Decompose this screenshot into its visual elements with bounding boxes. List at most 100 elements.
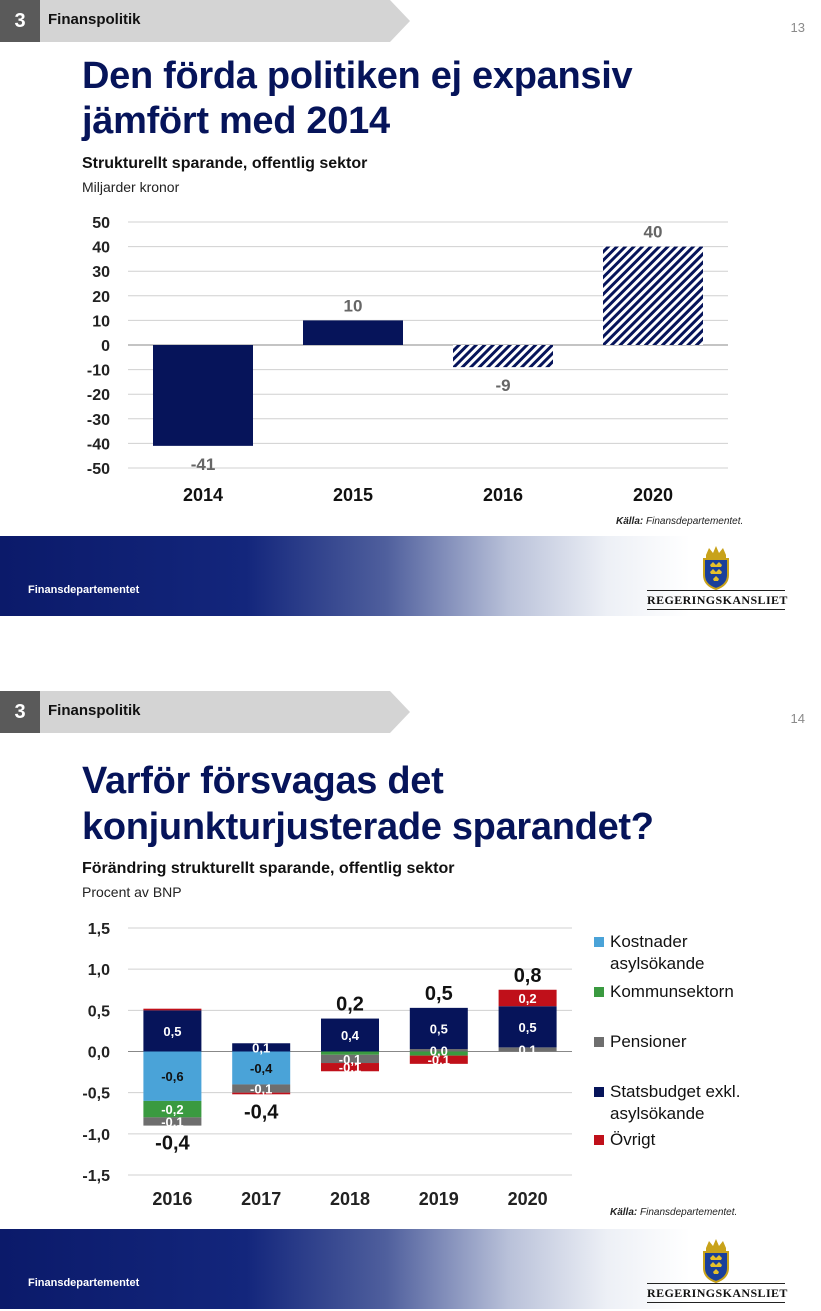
source-note: Källa: Finansdepartementet. bbox=[616, 516, 743, 527]
y-tick-label: -20 bbox=[87, 387, 110, 404]
chart-title: Förändring strukturellt sparande, offent… bbox=[82, 860, 455, 877]
source-note: Källa: Finansdepartementet. bbox=[610, 1207, 737, 1218]
y-tick-label: -40 bbox=[87, 436, 110, 453]
stacked-bar-chart-saving-change: 1,51,00,50,0-0,5-1,0-1,5-0,6-0,2-0,10,5-… bbox=[82, 921, 572, 1209]
section-label: Finanspolitik bbox=[48, 702, 141, 719]
section-number: 3 bbox=[0, 0, 40, 42]
y-tick-label: 20 bbox=[92, 289, 110, 306]
section-header-arrow bbox=[40, 0, 410, 42]
slide-title-line-1: Den förda politiken ej expansiv bbox=[82, 55, 633, 97]
total-label: 0,8 bbox=[514, 965, 542, 987]
y-tick-label: -1,0 bbox=[82, 1127, 110, 1144]
legend-label: Kommunsektorn bbox=[610, 982, 734, 1001]
bar-segment bbox=[498, 1006, 557, 1048]
footer-label: Finansdepartementet bbox=[28, 1277, 140, 1289]
source-text: Finansdepartementet. bbox=[646, 516, 744, 527]
segment-label: -0,1 bbox=[250, 1082, 272, 1097]
segment-label: -0,1 bbox=[428, 1053, 450, 1068]
y-tick-label: 30 bbox=[92, 264, 110, 281]
bar-segment bbox=[321, 1054, 379, 1064]
bar-segment bbox=[143, 1008, 202, 1011]
y-tick-label: 1,5 bbox=[88, 921, 110, 938]
segment-label: 0,5 bbox=[163, 1024, 181, 1039]
y-tick-label: 1,0 bbox=[88, 962, 110, 979]
y-tick-label: 0,0 bbox=[88, 1045, 110, 1062]
legend-label: Övrigt bbox=[610, 1130, 656, 1149]
legend-label: Kostnader asylsökande bbox=[610, 932, 705, 973]
section-number: 3 bbox=[0, 691, 40, 733]
footer-bar: Finansdepartementet REGERINGSKANSLIET bbox=[0, 536, 821, 616]
footer-label: Finansdepartementet bbox=[28, 584, 140, 596]
legend-label: Statsbudget exkl. asylsökande bbox=[610, 1082, 741, 1123]
regeringskansliet-logo: REGERINGSKANSLIET bbox=[647, 1237, 787, 1303]
segment-label: -0,1 bbox=[339, 1052, 361, 1067]
bar-segment bbox=[498, 1047, 557, 1052]
bar-segment bbox=[143, 1100, 202, 1118]
crown-shield-icon bbox=[703, 1239, 729, 1283]
x-tick-label: 2017 bbox=[241, 1189, 281, 1209]
y-tick-label: 0 bbox=[101, 338, 110, 355]
bar-segment bbox=[409, 1051, 468, 1056]
bar-2015 bbox=[303, 320, 403, 345]
data-label: -41 bbox=[191, 455, 216, 474]
x-tick-label: 2018 bbox=[330, 1189, 370, 1209]
page-number: 13 bbox=[790, 20, 805, 35]
legend-item: Kostnader asylsökande bbox=[594, 931, 705, 975]
legend-swatch bbox=[594, 1037, 604, 1047]
segment-label: 0,2 bbox=[519, 991, 537, 1006]
brand-name: REGERINGSKANSLIET bbox=[647, 590, 787, 610]
segment-label: -0,4 bbox=[250, 1061, 273, 1076]
bar-segment bbox=[321, 1051, 379, 1055]
slide-13: 3 Finanspolitik 13 Den förda politiken e… bbox=[0, 0, 821, 620]
bar-segment bbox=[409, 1049, 468, 1052]
segment-label: -0,1 bbox=[161, 1114, 183, 1129]
legend-item: Kommunsektorn bbox=[594, 981, 734, 1003]
section-label: Finanspolitik bbox=[48, 11, 141, 28]
total-label: -0,4 bbox=[244, 1101, 279, 1123]
slide-title-line-2: jämfört med 2014 bbox=[82, 100, 390, 142]
y-tick-label: -50 bbox=[87, 461, 110, 478]
segment-label: 0,1 bbox=[252, 1040, 270, 1055]
x-tick-label: 2020 bbox=[508, 1189, 548, 1209]
x-tick-label: 2020 bbox=[633, 485, 673, 505]
regeringskansliet-logo: REGERINGSKANSLIET bbox=[647, 544, 787, 610]
total-label: 0,5 bbox=[425, 983, 453, 1005]
page-number: 14 bbox=[790, 711, 805, 726]
bar-2016 bbox=[453, 345, 553, 368]
bar-segment bbox=[321, 1063, 379, 1072]
bar-segment bbox=[143, 1117, 202, 1126]
chart-title: Strukturellt sparande, offentlig sektor bbox=[82, 155, 368, 172]
bar-segment bbox=[498, 989, 557, 1007]
y-tick-label: -10 bbox=[87, 363, 110, 380]
y-tick-label: 50 bbox=[92, 215, 110, 232]
bar-segment bbox=[232, 1092, 291, 1095]
legend-swatch bbox=[594, 937, 604, 947]
source-label: Källa: bbox=[616, 516, 644, 527]
y-tick-label: -0,5 bbox=[82, 1086, 110, 1103]
segment-label: -0,1 bbox=[339, 1060, 361, 1075]
bar-2014 bbox=[153, 345, 253, 446]
y-tick-label: 0,5 bbox=[88, 1003, 110, 1020]
x-tick-label: 2016 bbox=[152, 1189, 192, 1209]
chart-unit: Miljarder kronor bbox=[82, 179, 180, 195]
bar-chart-structural-saving: 50 40 30 20 10 0 -10 -20 -30 -40 -50 -41 2014 10 2015 -… bbox=[87, 215, 728, 505]
source-label: Källa: bbox=[610, 1207, 638, 1218]
total-label: 0,2 bbox=[336, 994, 364, 1016]
slide-title-line-2: konjunkturjusterade sparandet? bbox=[82, 806, 654, 848]
data-label: 40 bbox=[644, 223, 663, 242]
bar-segment bbox=[143, 1051, 202, 1101]
legend-swatch bbox=[594, 1087, 604, 1097]
bar-segment bbox=[232, 1051, 291, 1085]
segment-label: 0,5 bbox=[519, 1020, 537, 1035]
source-text: Finansdepartementet. bbox=[640, 1207, 738, 1218]
y-tick-label: 40 bbox=[92, 240, 110, 257]
legend-swatch bbox=[594, 987, 604, 997]
bar-2020 bbox=[603, 246, 703, 345]
slide-title-line-1: Varför försvagas det bbox=[82, 760, 444, 802]
legend-label: Pensioner bbox=[610, 1032, 687, 1051]
segment-label: 0,1 bbox=[519, 1042, 537, 1057]
segment-label: 0,0 bbox=[430, 1043, 448, 1058]
bar-segment bbox=[232, 1084, 291, 1093]
bar-segment bbox=[232, 1043, 291, 1052]
x-tick-label: 2015 bbox=[333, 485, 373, 505]
